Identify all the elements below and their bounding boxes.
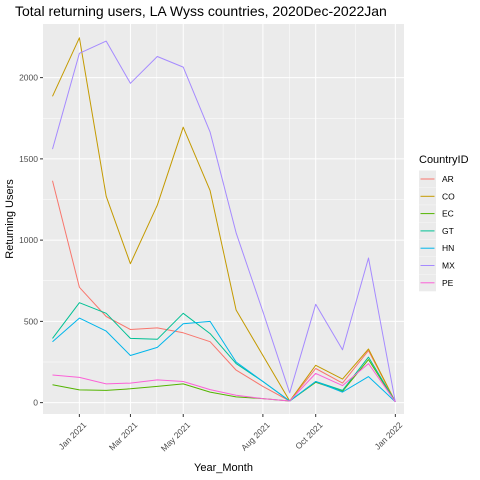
x-axis: Jan 2021 Mar 2021 May 2021 Aug 2021 Oct 2021… <box>56 414 404 453</box>
legend: CountryID AR CO EC GT HN MX PE <box>419 154 469 292</box>
series-line-pe <box>52 363 396 403</box>
x-axis-title: Year_Month <box>194 462 253 474</box>
x-tick-label: Jan 2022 <box>372 420 404 452</box>
x-tick-label: Mar 2021 <box>107 420 140 453</box>
legend-label-co: CO <box>442 191 455 201</box>
x-tick-label: Jan 2021 <box>56 420 88 452</box>
legend-label-mx: MX <box>442 261 455 271</box>
y-tick-label: 1500 <box>19 154 38 164</box>
legend-label-gt: GT <box>442 226 454 236</box>
chart-title: Total returning users, LA Wyss countries… <box>15 3 387 19</box>
y-axis: 0 500 1000 1500 2000 <box>19 73 43 408</box>
legend-label-ec: EC <box>442 209 454 219</box>
series-line-gt <box>52 302 396 403</box>
x-tick-label: May 2021 <box>159 420 193 454</box>
series-line-co <box>52 37 396 403</box>
y-tick-label: 1000 <box>19 235 38 245</box>
series-line-mx <box>52 40 396 402</box>
grid <box>43 24 404 414</box>
legend-label-pe: PE <box>442 278 454 288</box>
legend-title: CountryID <box>419 154 469 166</box>
x-tick-label: Aug 2021 <box>239 420 272 453</box>
x-tick-label: Oct 2021 <box>293 420 325 452</box>
plot-panel <box>43 24 404 414</box>
series-line-ar <box>52 180 396 403</box>
y-axis-title: Returning Users <box>4 179 16 259</box>
legend-label-ar: AR <box>442 174 454 184</box>
legend-label-hn: HN <box>442 243 454 253</box>
series-line-hn <box>52 317 396 403</box>
series-lines <box>52 37 396 403</box>
y-tick-label: 2000 <box>19 73 38 83</box>
y-tick-label: 0 <box>33 398 38 408</box>
y-tick-label: 500 <box>24 316 38 326</box>
